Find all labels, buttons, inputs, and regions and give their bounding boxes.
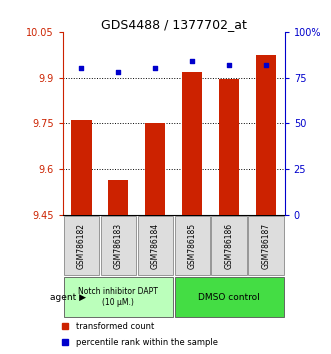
- Bar: [219, 79, 239, 215]
- Bar: [174, 216, 210, 275]
- Point: [79, 65, 84, 71]
- Bar: [256, 55, 276, 215]
- Bar: [138, 216, 173, 275]
- Text: DMSO control: DMSO control: [198, 292, 260, 302]
- Bar: [64, 277, 173, 317]
- Title: GDS4488 / 1377702_at: GDS4488 / 1377702_at: [101, 18, 247, 31]
- Point: [153, 65, 158, 71]
- Text: GSM786183: GSM786183: [114, 222, 123, 269]
- Bar: [182, 72, 203, 215]
- Bar: [71, 120, 92, 215]
- Bar: [212, 216, 247, 275]
- Text: percentile rank within the sample: percentile rank within the sample: [76, 338, 218, 347]
- Text: GSM786185: GSM786185: [188, 222, 197, 269]
- Bar: [108, 180, 128, 215]
- Bar: [145, 124, 166, 215]
- Text: agent ▶: agent ▶: [50, 292, 86, 302]
- Text: GSM786186: GSM786186: [225, 222, 234, 269]
- Point: [263, 62, 269, 68]
- Point: [190, 58, 195, 64]
- Bar: [101, 216, 136, 275]
- Bar: [249, 216, 284, 275]
- Point: [116, 69, 121, 75]
- Text: GSM786187: GSM786187: [262, 222, 271, 269]
- Bar: [64, 216, 99, 275]
- Text: GSM786184: GSM786184: [151, 222, 160, 269]
- Point: [226, 62, 232, 68]
- Text: Notch inhibitor DAPT
(10 μM.): Notch inhibitor DAPT (10 μM.): [78, 287, 158, 307]
- Text: GSM786182: GSM786182: [77, 223, 86, 269]
- Text: transformed count: transformed count: [76, 322, 155, 331]
- Bar: [174, 277, 284, 317]
